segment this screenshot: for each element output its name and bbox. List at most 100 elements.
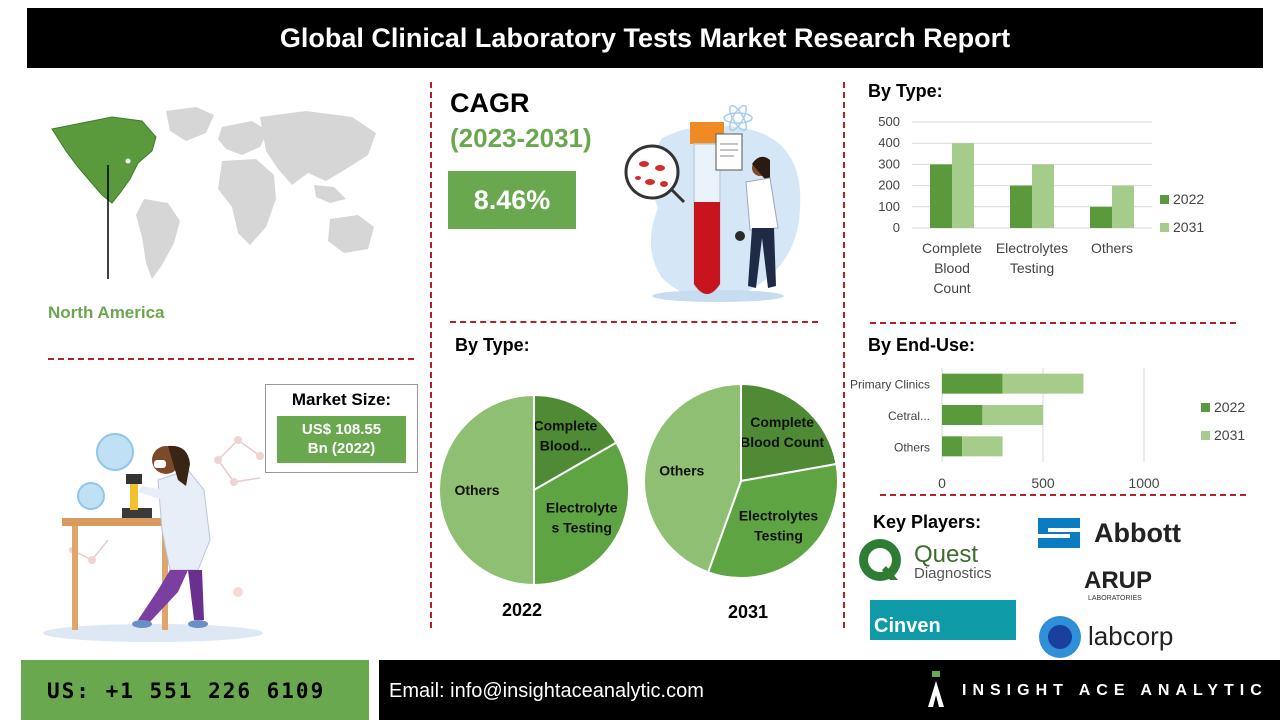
market-size-value: US$ 108.55 Bn (2022) — [277, 416, 406, 463]
hbar-2022 — [942, 373, 1003, 394]
divider-right — [843, 82, 845, 628]
hbar-xtick-label: 1000 — [1128, 475, 1159, 491]
bar-category-label: Complete — [922, 240, 982, 256]
bar-category-label: Count — [933, 280, 970, 296]
pie-chart-2022: Complete Blood... Electrolyte s Testing Othe… — [438, 393, 630, 587]
hbar-2022 — [942, 436, 963, 457]
divider-map — [48, 358, 414, 360]
divider-cagr — [450, 321, 818, 323]
quest-diagnostics-logo: Quest Diagnostics — [859, 539, 992, 582]
bar-2031 — [1032, 164, 1054, 228]
bar-category-label: Others — [1091, 240, 1133, 256]
bar-2022 — [1090, 206, 1112, 228]
cagr-years: (2023-2031) — [450, 123, 592, 153]
pie-slice-label: Electrolytes — [739, 507, 819, 523]
arup-subtitle: LABORATORIES — [1088, 595, 1142, 602]
bar-2022 — [930, 164, 952, 228]
bar-legend-label: 2022 — [1173, 191, 1204, 207]
pie-slice-label: Complete — [750, 414, 814, 430]
hbar-2031 — [962, 436, 1003, 457]
hbar-legend-label: 2022 — [1214, 399, 1245, 415]
by-type-pies-heading: By Type: — [455, 335, 530, 355]
pie-slice-label: Testing — [754, 527, 803, 543]
bar-legend-label: 2031 — [1173, 219, 1204, 235]
market-size-line2: Bn (2022) — [307, 440, 376, 457]
scientist-illustration — [43, 433, 264, 642]
bar-ytick-label: 500 — [878, 114, 900, 129]
abbott-logo: Abbott — [1038, 518, 1181, 548]
arup-name: ARUP — [1084, 567, 1152, 594]
pie-chart-2031: Complete Blood Count Electrolytes Testing Ot… — [643, 382, 839, 579]
cagr-title: CAGR — [450, 88, 530, 118]
pie-slice — [643, 382, 742, 574]
labcorp-name: labcorp — [1088, 621, 1173, 651]
footer-phone: US: +1 551 226 6109 — [47, 679, 326, 703]
pie-slice — [706, 462, 839, 579]
bar-2031 — [952, 143, 974, 228]
hbar-xtick-label: 0 — [938, 475, 946, 491]
bar-legend-swatch — [1160, 195, 1169, 204]
market-size-line1: US$ 108.55 — [301, 421, 382, 438]
page-title: Global Clinical Laboratory Tests Market … — [279, 23, 1011, 53]
bar-category-label: Testing — [1010, 260, 1054, 276]
arup-logo: ARUP LABORATORIES — [1084, 567, 1152, 602]
bar-category-label: Blood — [934, 260, 970, 276]
by-type-bar-heading: By Type: — [868, 81, 943, 101]
pie-slice-label: Blood... — [540, 438, 591, 454]
divider-enduse — [880, 494, 1246, 496]
bar-ytick-label: 300 — [878, 156, 900, 171]
hbar-2031 — [982, 405, 1043, 425]
footer-brand: INSIGHT ACE ANALYTIC — [962, 682, 1268, 699]
cinven-logo: Cinven — [870, 600, 1016, 640]
pie-slice — [533, 441, 630, 587]
footer-email-bar: Email: info@insightaceanalytic.com INSIG… — [379, 660, 1280, 720]
bar-category-label: Electrolytes — [996, 240, 1068, 256]
bar-legend-swatch — [1160, 223, 1169, 232]
key-players-heading: Key Players: — [873, 512, 982, 532]
footer-phone-bar: US: +1 551 226 6109 — [21, 660, 369, 720]
hbar-category-label: Cetral... — [888, 409, 930, 423]
market-size-label: Market Size: — [291, 390, 392, 409]
hbar-legend-label: 2031 — [1214, 427, 1245, 443]
divider-bar — [870, 322, 1236, 324]
pie-slice-label: s Testing — [551, 520, 611, 536]
test-tube-illustration — [624, 104, 801, 302]
labcorp-logo: labcorp — [1039, 616, 1173, 658]
cinven-name: Cinven — [874, 615, 941, 637]
quest-name: Quest — [914, 541, 978, 568]
quest-subtitle: Diagnostics — [914, 565, 992, 582]
hbar-category-label: Others — [894, 440, 930, 454]
pie-slice-label: Complete — [534, 418, 598, 434]
hbar-legend-swatch — [1201, 431, 1210, 440]
pie-slice-label: Others — [659, 463, 704, 479]
pie-slice — [438, 393, 535, 587]
region-label: North America — [48, 303, 165, 322]
cagr-value: 8.46% — [448, 171, 576, 229]
hbar-xtick-label: 500 — [1031, 475, 1055, 491]
by-end-use-heading: By End-Use: — [868, 335, 976, 355]
hbar-category-label: Primary Clinics — [850, 378, 930, 392]
pie-slice-label: Electrolyte — [546, 500, 618, 516]
hbar-2031 — [1002, 373, 1084, 394]
pie-year-2031: 2031 — [728, 602, 769, 622]
bar-ytick-label: 100 — [878, 199, 900, 214]
bar-2022 — [1010, 185, 1032, 228]
pie-slice — [740, 382, 838, 483]
pie-slice-label: Others — [454, 482, 499, 498]
bar-ytick-label: 0 — [893, 220, 900, 235]
pie-slice-label: Blood Count — [740, 434, 824, 450]
world-map — [51, 107, 376, 279]
footer-email: Email: info@insightaceanalytic.com — [389, 680, 704, 702]
abbott-name: Abbott — [1094, 518, 1181, 548]
market-size-box: Market Size: US$ 108.55 Bn (2022) — [265, 384, 418, 473]
header-bar: Global Clinical Laboratory Tests Market … — [27, 8, 1263, 68]
by-end-use-bar-chart: 0 500 1000 Primary Clinics Cetral... Others 20… — [850, 368, 1245, 491]
bar-2031 — [1112, 185, 1134, 228]
pie-year-2022: 2022 — [502, 600, 543, 620]
brand-logo-icon — [928, 671, 944, 707]
hbar-2022 — [942, 405, 983, 425]
bar-ytick-label: 200 — [878, 178, 900, 193]
bar-ytick-label: 400 — [878, 135, 900, 150]
hbar-legend-swatch — [1201, 403, 1210, 412]
by-type-bar-chart: 0 100 200 300 400 500 Complete Blood Count Electr… — [878, 114, 1204, 296]
